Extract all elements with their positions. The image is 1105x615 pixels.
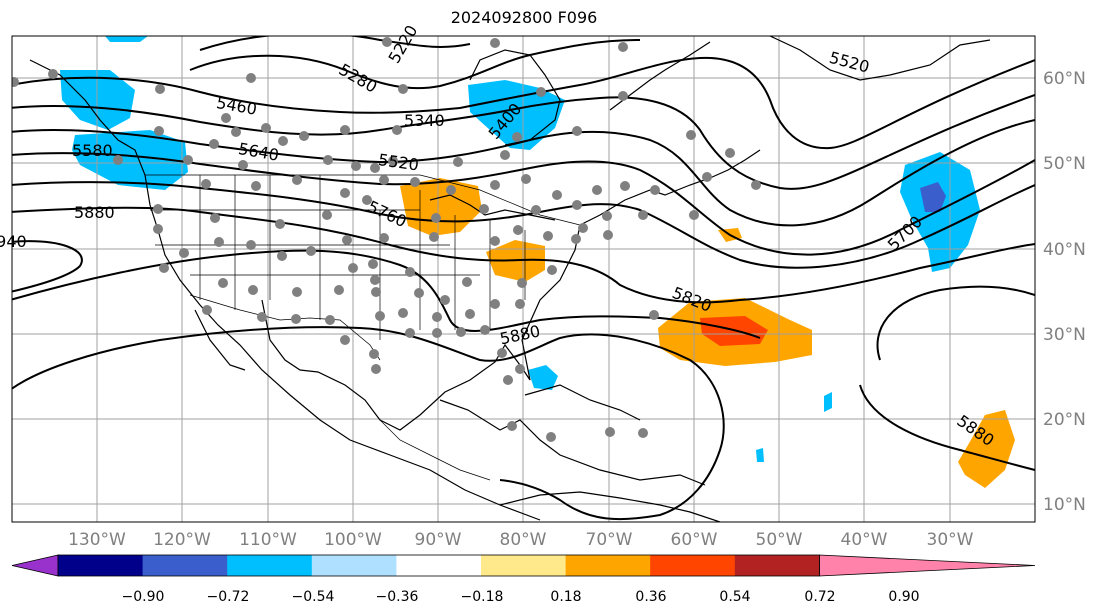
contour-label-5580: 5580 — [72, 141, 113, 160]
lat-label: 40°N — [1043, 240, 1086, 260]
shade-atlantic-core — [920, 182, 946, 212]
positive-anomaly-regions — [400, 178, 1015, 488]
lat-label: 20°N — [1043, 410, 1086, 430]
lon-label: 110°W — [239, 530, 297, 550]
colorbar-tick: −0.36 — [376, 589, 419, 605]
lon-label: 60°W — [671, 530, 718, 550]
lon-label: 30°W — [927, 530, 974, 550]
lat-label: 50°N — [1043, 154, 1086, 174]
colorbar-segment — [565, 555, 651, 576]
colorbar-tick: −0.54 — [292, 589, 335, 605]
colorbar-tick: −0.90 — [122, 589, 165, 605]
map-frame — [11, 35, 1036, 523]
colorbar-segment — [650, 555, 736, 576]
shade-east-orange — [958, 410, 1015, 488]
lon-label: 40°W — [841, 530, 888, 550]
lon-label: 130°W — [68, 530, 126, 550]
political-borders — [145, 174, 581, 481]
shade-top-blue — [105, 36, 148, 42]
colorbar-tick: −0.72 — [207, 589, 250, 605]
colorbar-segment — [227, 555, 313, 576]
lon-label: 70°W — [586, 530, 633, 550]
lon-label: 50°W — [756, 530, 803, 550]
hudson-bay — [469, 49, 561, 146]
south-america-coast — [499, 491, 721, 522]
shade-small-blue-2 — [756, 448, 764, 462]
contour-label-5880-west: 5880 — [74, 203, 115, 222]
colorbar-segment — [311, 555, 397, 576]
shade-small-blue-1 — [824, 392, 832, 412]
colorbar-segment — [396, 555, 482, 576]
colorbar-segment — [734, 555, 820, 576]
map-title: 2024092800 F096 — [450, 8, 598, 27]
contour-label-5940: 5940 — [0, 232, 27, 251]
contour-label-5340: 5340 — [404, 111, 445, 130]
baja — [194, 309, 246, 371]
colorbar-extend-left — [11, 554, 59, 577]
station-markers — [12, 37, 761, 442]
colorbar — [11, 554, 1036, 577]
colorbar-frame — [57, 554, 820, 577]
longitude-labels: 130°W 120°W 110°W 100°W 90°W 80°W 70°W 6… — [68, 530, 974, 550]
lon-label: 80°W — [500, 530, 547, 550]
colorbar-extend-right — [819, 554, 1036, 577]
lat-label: 60°N — [1043, 69, 1086, 89]
colorbar-tick: 0.54 — [719, 589, 750, 605]
colorbar-tick-labels: −0.90 −0.72 −0.54 −0.36 −0.18 0.18 0.36 … — [122, 589, 920, 605]
caribbean-coast — [439, 399, 706, 486]
colorbar-tick: −0.18 — [461, 589, 504, 605]
colorbar-segment — [481, 555, 567, 576]
northeast-coast — [579, 149, 761, 226]
negative-anomaly-regions — [60, 36, 980, 462]
lon-label: 90°W — [415, 530, 462, 550]
great-lakes — [429, 194, 556, 221]
gulf-coast — [261, 224, 581, 431]
cuba — [524, 384, 641, 421]
lat-label: 30°N — [1043, 325, 1086, 345]
graticule — [12, 36, 1035, 522]
greenland-coast — [769, 36, 991, 81]
colorbar-tick: 0.36 — [635, 589, 666, 605]
colorbar-tick: 0.90 — [888, 589, 919, 605]
lon-label: 120°W — [153, 530, 211, 550]
lat-label: 10°N — [1043, 495, 1086, 515]
colorbar-segment — [58, 555, 144, 576]
colorbar-tick: 0.18 — [550, 589, 581, 605]
lon-label: 100°W — [324, 530, 382, 550]
colorbar-tick: 0.72 — [804, 589, 835, 605]
colorbar-segment — [142, 555, 228, 576]
shade-hudson-blue — [468, 80, 565, 150]
shade-florida-blue — [528, 365, 558, 390]
latitude-labels: 60°N 50°N 40°N 30°N 20°N 10°N — [1043, 69, 1086, 515]
